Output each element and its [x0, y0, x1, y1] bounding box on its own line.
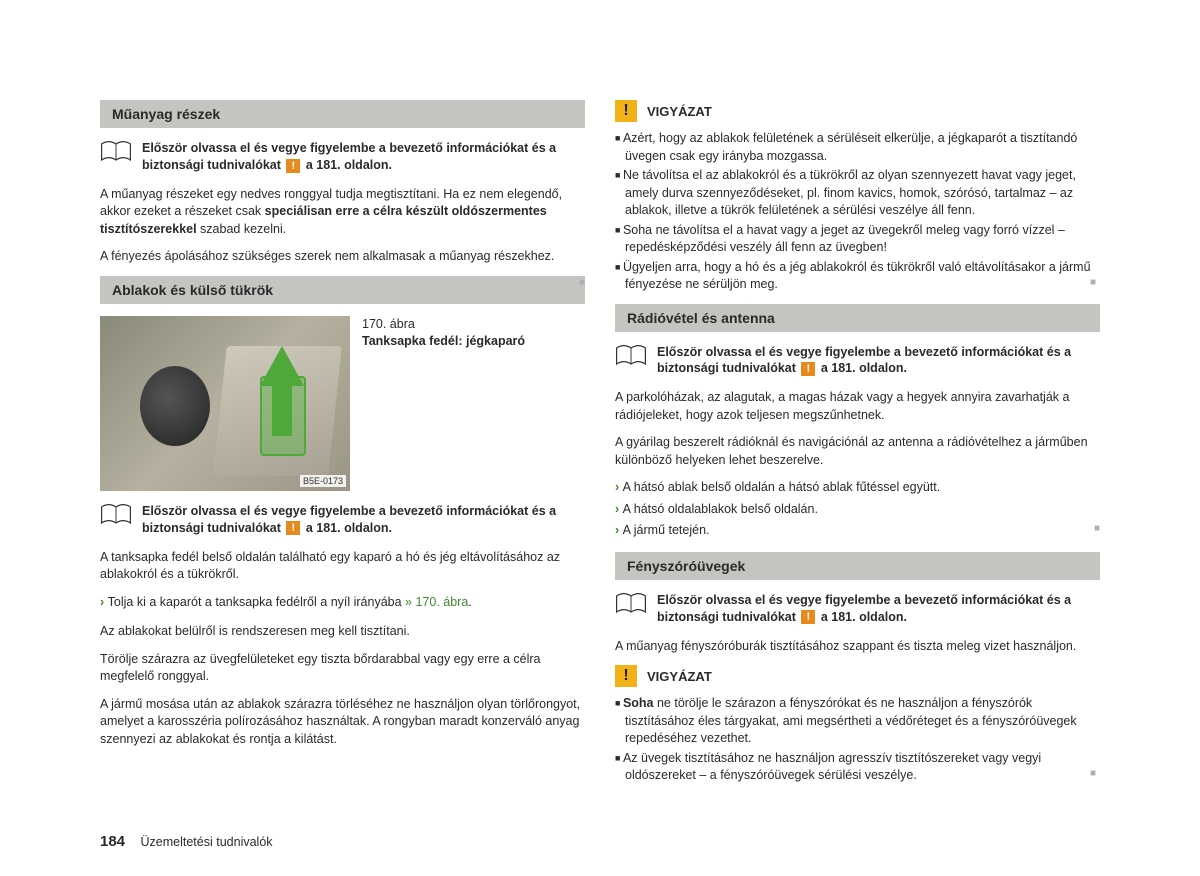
text: Ügyeljen arra, hogy a hó és a jég ablako…	[623, 260, 1091, 292]
section-plastic-title: Műanyag részek	[100, 100, 585, 128]
figure-code: B5E-0173	[300, 475, 346, 487]
caution-header: ! VIGYÁZAT	[615, 665, 1100, 687]
list-item: A jármű tetején. ■	[615, 522, 1100, 540]
end-square-icon: ■	[1094, 522, 1100, 536]
section-headlight-title: Fényszóróüvegek	[615, 552, 1100, 580]
warning-icon: !	[801, 610, 815, 624]
para: A műanyag részeket egy nedves ronggyal t…	[100, 186, 585, 239]
book-icon	[100, 140, 132, 164]
intro-block: Először olvassa el és vegye figyelembe a…	[615, 592, 1100, 626]
step-item: Tolja ki a kaparót a tanksapka fedélről …	[100, 594, 585, 612]
text: Tolja ki a kaparót a tanksapka fedélről …	[108, 595, 405, 609]
intro-block: Először olvassa el és vegye figyelembe a…	[100, 140, 585, 174]
book-icon	[615, 344, 647, 368]
caution-title: VIGYÁZAT	[647, 104, 712, 119]
bullet-item: Soha ne távolítsa el a havat vagy a jege…	[615, 222, 1100, 257]
section-radio-title: Rádióvétel és antenna	[615, 304, 1100, 332]
text-bold: Soha	[623, 696, 654, 710]
section-windows-title: Ablakok és külső tükrök	[100, 276, 585, 304]
caution-icon: !	[615, 665, 637, 687]
caution-icon: !	[615, 100, 637, 122]
figure-number: 170. ábra	[362, 316, 525, 334]
end-square-icon: ■	[579, 276, 585, 290]
intro-suffix: a 181. oldalon.	[817, 610, 907, 624]
bullet-item: Soha ne törölje le szárazon a fényszórók…	[615, 695, 1100, 748]
page-footer: 184 Üzemeltetési tudnivalók	[100, 833, 273, 850]
figure-link[interactable]: » 170. ábra	[405, 595, 468, 609]
list-item: A hátsó oldalablakok belső oldalán.	[615, 501, 1100, 519]
arrow-up-icon	[260, 346, 304, 386]
warning-icon: !	[286, 521, 300, 535]
intro-text: Először olvassa el és vegye figyelembe a…	[142, 140, 585, 174]
right-column: ! VIGYÁZAT Azért, hogy az ablakok felüle…	[615, 100, 1100, 795]
warning-icon: !	[286, 159, 300, 173]
figure-caption: 170. ábra Tanksapka fedél: jégkaparó	[362, 316, 525, 351]
figure-title: Tanksapka fedél: jégkaparó	[362, 334, 525, 348]
intro-text: Először olvassa el és vegye figyelembe a…	[657, 344, 1100, 378]
text: szabad kezelni.	[197, 222, 287, 236]
caution-block: ! VIGYÁZAT Soha ne törölje le szárazon a…	[615, 665, 1100, 785]
left-column: Műanyag részek Először olvassa el és veg…	[100, 100, 585, 795]
intro-text: Először olvassa el és vegye figyelembe a…	[657, 592, 1100, 626]
list-item: A hátsó ablak belső oldalán a hátsó abla…	[615, 479, 1100, 497]
caution-header: ! VIGYÁZAT	[615, 100, 1100, 122]
text: Az üvegek tisztításához ne használjon ag…	[623, 751, 1041, 783]
caution-block: ! VIGYÁZAT Azért, hogy az ablakok felüle…	[615, 100, 1100, 294]
figure-image: B5E-0173	[100, 316, 350, 491]
para: A műanyag fényszóróburák tisztításához s…	[615, 638, 1100, 656]
para: A fényezés ápolásához szükséges szerek n…	[100, 248, 585, 266]
page-number: 184	[100, 833, 125, 850]
arrow-stem	[272, 381, 292, 436]
para: A jármű mosása után az ablakok szárazra …	[100, 696, 585, 749]
bullet-item: Ügyeljen arra, hogy a hó és a jég ablako…	[615, 259, 1100, 294]
intro-text: Először olvassa el és vegye figyelembe a…	[142, 503, 585, 537]
intro-block: Először olvassa el és vegye figyelembe a…	[100, 503, 585, 537]
text: ne törölje le szárazon a fényszórókat és…	[625, 696, 1077, 745]
para: Törölje szárazra az üvegfelületeket egy …	[100, 651, 585, 686]
intro-block: Először olvassa el és vegye figyelembe a…	[615, 344, 1100, 378]
intro-suffix: a 181. oldalon.	[302, 521, 392, 535]
warning-icon: !	[801, 362, 815, 376]
book-icon	[100, 503, 132, 527]
figure-row: B5E-0173 170. ábra Tanksapka fedél: jégk…	[100, 316, 585, 491]
fuel-cap-shape	[140, 366, 210, 446]
intro-suffix: a 181. oldalon.	[817, 361, 907, 375]
page-body: Műanyag részek Először olvassa el és veg…	[0, 0, 1200, 825]
para: Az ablakokat belülről is rendszeresen me…	[100, 623, 585, 641]
text: A jármű tetején.	[623, 523, 710, 537]
bullet-item: Ne távolítsa el az ablakokról és a tükrö…	[615, 167, 1100, 220]
para: A gyárilag beszerelt rádióknál és navigá…	[615, 434, 1100, 469]
bullet-item: Az üvegek tisztításához ne használjon ag…	[615, 750, 1100, 785]
caution-title: VIGYÁZAT	[647, 669, 712, 684]
para: A tanksapka fedél belső oldalán találhat…	[100, 549, 585, 584]
footer-text: Üzemeltetési tudnivalók	[141, 835, 273, 849]
book-icon	[615, 592, 647, 616]
bullet-item: Azért, hogy az ablakok felületének a sér…	[615, 130, 1100, 165]
intro-suffix: a 181. oldalon.	[302, 158, 392, 172]
para: A parkolóházak, az alagutak, a magas ház…	[615, 389, 1100, 424]
